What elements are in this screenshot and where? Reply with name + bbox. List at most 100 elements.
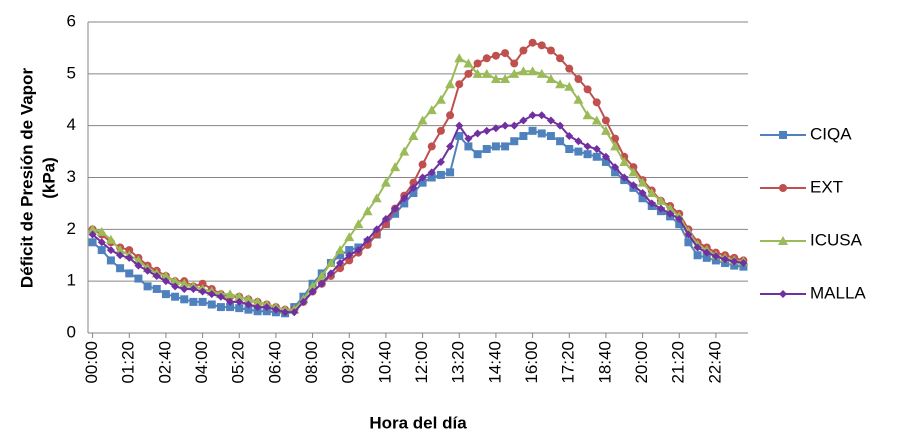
- data-point: [464, 69, 473, 78]
- data-point: [105, 234, 116, 244]
- data-point: [665, 203, 676, 213]
- data-point: [647, 199, 656, 208]
- data-point: [592, 144, 601, 153]
- y-tick-label: 2: [67, 219, 76, 238]
- data-point: [546, 46, 555, 55]
- data-point: [226, 303, 235, 312]
- y-axis-title: (kPa): [39, 157, 58, 199]
- data-point: [702, 253, 711, 262]
- x-tick-label: 08:00: [302, 341, 321, 384]
- data-point: [739, 259, 748, 268]
- data-point: [556, 137, 565, 146]
- data-point: [592, 98, 601, 107]
- data-point: [537, 111, 546, 120]
- data-point: [619, 156, 630, 166]
- x-tick-label: 13:20: [449, 341, 468, 384]
- x-tick-label: 17:20: [559, 341, 578, 384]
- data-point: [675, 214, 684, 223]
- data-point: [409, 189, 418, 198]
- data-point: [234, 291, 245, 301]
- x-tick-label: 21:20: [669, 341, 688, 384]
- data-point: [675, 220, 684, 229]
- data-point: [426, 105, 437, 115]
- data-point: [344, 232, 355, 242]
- data-point: [408, 131, 419, 141]
- data-point: [637, 177, 648, 187]
- data-point: [527, 66, 538, 76]
- y-tick-label: 0: [67, 322, 76, 341]
- data-point: [326, 269, 335, 278]
- data-point: [454, 53, 465, 63]
- data-point: [481, 68, 492, 78]
- data-point: [171, 282, 180, 291]
- data-point: [537, 41, 546, 50]
- data-point: [363, 235, 372, 244]
- data-point: [638, 189, 647, 198]
- data-point: [436, 126, 445, 135]
- x-tick-label: 00:00: [82, 341, 101, 384]
- data-point: [235, 297, 244, 306]
- data-point: [446, 168, 455, 177]
- y-tick-label: 3: [67, 167, 76, 186]
- x-axis-title: Hora del día: [369, 413, 467, 432]
- data-point: [189, 297, 198, 306]
- x-tick-label: 01:20: [119, 341, 138, 384]
- data-point: [574, 147, 583, 156]
- data-point: [519, 46, 528, 55]
- data-point: [160, 270, 171, 280]
- legend-label: EXT: [810, 177, 843, 196]
- data-point: [189, 284, 198, 293]
- data-point: [115, 245, 126, 255]
- data-point: [216, 303, 225, 312]
- y-axis-title: Déficit de Presión de Vapor: [17, 68, 36, 289]
- data-point: [418, 178, 427, 187]
- data-point: [611, 163, 620, 172]
- data-point: [620, 173, 629, 182]
- data-point: [464, 142, 473, 151]
- data-point: [592, 152, 601, 161]
- data-point: [730, 257, 739, 266]
- data-point: [418, 173, 427, 182]
- data-point: [207, 300, 216, 309]
- data-point: [510, 121, 519, 130]
- data-point: [501, 49, 510, 58]
- data-point: [528, 111, 537, 120]
- data-point: [638, 194, 647, 203]
- data-point: [216, 292, 225, 301]
- data-point: [207, 290, 216, 299]
- data-point: [500, 74, 511, 84]
- data-point: [655, 195, 666, 205]
- data-point: [711, 252, 720, 261]
- data-point: [574, 137, 583, 146]
- data-point: [556, 121, 565, 130]
- data-point: [317, 279, 326, 288]
- data-point: [170, 276, 181, 286]
- data-point: [161, 290, 170, 299]
- data-point: [583, 150, 592, 159]
- data-point: [125, 269, 134, 278]
- data-point: [409, 183, 418, 192]
- data-point: [656, 204, 665, 213]
- data-point: [179, 278, 190, 288]
- data-point: [308, 287, 317, 296]
- data-point: [307, 281, 318, 291]
- data-point: [134, 274, 143, 283]
- data-point: [509, 68, 520, 78]
- data-point: [591, 115, 602, 125]
- data-point: [463, 58, 474, 68]
- data-point: [97, 246, 106, 255]
- data-point: [473, 129, 482, 138]
- data-point: [281, 308, 290, 317]
- data-point: [171, 292, 180, 301]
- data-point: [335, 245, 346, 255]
- data-point: [391, 209, 400, 218]
- x-tick-label: 06:40: [265, 341, 284, 384]
- data-point: [244, 305, 253, 314]
- legend-label: ICUSA: [810, 230, 863, 249]
- data-point: [198, 287, 207, 296]
- data-point: [610, 141, 621, 151]
- data-point: [381, 214, 390, 223]
- data-point: [482, 144, 491, 153]
- data-point: [316, 270, 327, 280]
- data-point: [262, 307, 271, 316]
